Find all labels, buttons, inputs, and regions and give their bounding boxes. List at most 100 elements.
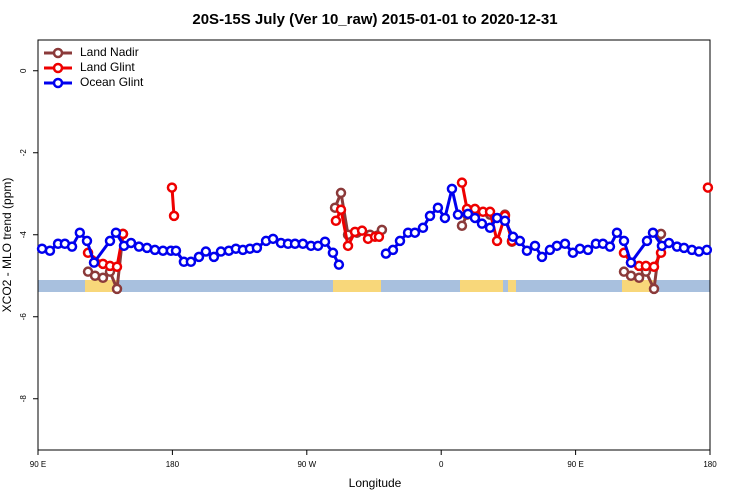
data-point: [648, 261, 660, 272]
data-point: [456, 177, 468, 188]
data-point: [373, 231, 385, 243]
legend-marker: [52, 62, 64, 74]
data-point: [647, 227, 659, 238]
x-axis-label: Longitude: [349, 476, 402, 490]
data-point: [333, 259, 345, 270]
data-point: [327, 247, 339, 259]
y-tick-label: -8: [19, 395, 28, 403]
data-point: [342, 240, 354, 252]
data-point: [648, 283, 660, 295]
chart-title: 20S-15S July (Ver 10_raw) 2015-01-01 to …: [192, 11, 557, 28]
data-point: [663, 237, 675, 249]
data-point: [335, 187, 347, 199]
data-point: [133, 241, 145, 252]
y-tick-label: -6: [19, 313, 28, 321]
data-point: [193, 251, 205, 263]
land-strip: [85, 280, 118, 292]
data-point: [111, 261, 123, 272]
data-point: [521, 245, 533, 256]
data-point: [166, 182, 178, 193]
data-point: [394, 235, 406, 247]
plot-frame: [37, 39, 711, 451]
data-point: [640, 260, 652, 272]
data-point: [701, 244, 713, 256]
data-point: [104, 235, 116, 247]
data-point: [251, 242, 263, 254]
data-point: [66, 241, 78, 252]
y-tick-label: 0: [19, 68, 28, 73]
data-point: [297, 238, 309, 250]
data-point: [409, 227, 421, 238]
data-point: [387, 244, 399, 256]
data-point: [536, 251, 548, 263]
data-point: [551, 240, 563, 252]
data-point: [88, 257, 100, 268]
x-tick-label: 90 W: [297, 460, 316, 469]
data-point: [484, 206, 496, 218]
legend-marker: [52, 47, 64, 59]
data-point: [514, 235, 526, 247]
y-tick-label: -2: [19, 149, 28, 157]
data-point: [208, 251, 220, 263]
data-point: [356, 225, 368, 236]
data-point: [633, 272, 645, 284]
data-point: [330, 215, 342, 227]
data-point: [111, 283, 123, 295]
data-point: [452, 209, 464, 220]
data-point: [44, 245, 56, 256]
series-line: [41, 187, 708, 266]
data-point: [484, 222, 496, 234]
series-line: [88, 183, 708, 267]
data-point: [625, 257, 637, 268]
x-tick-label: 0: [439, 460, 444, 469]
data-point: [170, 245, 182, 256]
x-tick-label: 180: [166, 460, 180, 469]
data-point: [319, 236, 331, 247]
data-point: [439, 212, 451, 224]
data-point: [110, 227, 122, 238]
y-tick-label: -4: [19, 231, 28, 239]
land-mask-strip: [38, 280, 710, 292]
data-point: [529, 240, 541, 252]
land-strip: [622, 280, 655, 292]
land-strip: [333, 280, 381, 292]
land-strip: [460, 280, 503, 292]
legend-marker: [52, 77, 64, 89]
x-tick-label: 90 E: [30, 460, 46, 469]
data-point: [476, 218, 488, 229]
data-point: [185, 256, 197, 268]
data-point: [582, 244, 594, 256]
data-point: [456, 220, 468, 231]
legend-label: Land Glint: [80, 60, 135, 74]
land-strip: [508, 280, 516, 292]
data-point: [611, 227, 623, 238]
data-point: [641, 235, 653, 247]
data-point: [604, 241, 616, 252]
data-point: [424, 210, 436, 222]
legend-label: Ocean Glint: [80, 75, 144, 89]
data-point: [491, 235, 503, 247]
data-point: [559, 238, 571, 250]
legend-label: Land Nadir: [80, 45, 139, 59]
data-point: [655, 228, 667, 240]
data-point: [574, 243, 586, 254]
series: [36, 183, 713, 270]
x-tick-label: 90 E: [567, 460, 583, 469]
series: [82, 177, 714, 272]
data-point: [432, 202, 444, 213]
data-point: [702, 182, 714, 193]
data-point: [125, 237, 137, 249]
data-point: [200, 246, 212, 257]
x-tick-label: 180: [703, 460, 717, 469]
data-point: [97, 272, 109, 284]
data-point: [469, 212, 481, 224]
y-axis-label: XCO2 - MLO trend (ppm): [0, 178, 14, 313]
data-point: [417, 222, 429, 234]
data-point: [168, 210, 180, 222]
data-point: [499, 215, 511, 227]
data-point: [625, 270, 637, 281]
data-point: [618, 235, 630, 247]
